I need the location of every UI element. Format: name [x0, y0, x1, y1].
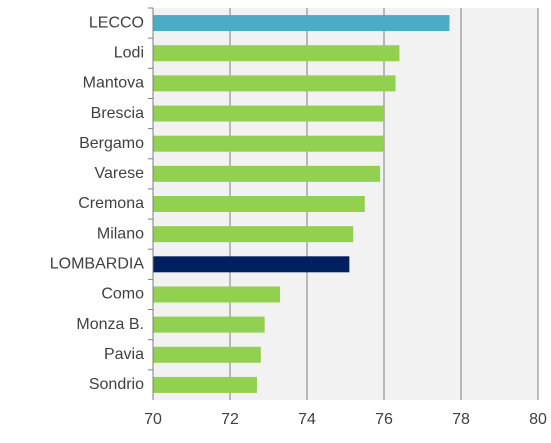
y-tick-label: Brescia — [91, 105, 144, 122]
bar — [153, 256, 350, 273]
bar — [153, 346, 261, 363]
bar — [153, 15, 450, 32]
x-tick-label: 70 — [144, 411, 162, 428]
bar — [153, 196, 365, 212]
y-tick-label: Lodi — [114, 44, 144, 61]
x-tick-label: 72 — [221, 411, 239, 428]
y-tick-label: Como — [101, 286, 144, 303]
bar — [153, 45, 400, 62]
bar — [153, 75, 396, 92]
y-tick-label: Monza B. — [76, 316, 144, 333]
y-tick-label: Cremona — [78, 195, 144, 212]
y-tick-label: Sondrio — [89, 376, 144, 393]
x-tick-label: 74 — [298, 411, 316, 428]
y-tick-label: Varese — [94, 165, 144, 182]
y-tick-label: Pavia — [104, 346, 144, 363]
bar — [153, 226, 354, 243]
bar — [153, 316, 265, 333]
bar — [153, 286, 281, 303]
y-tick-label: LOMBARDIA — [50, 256, 145, 273]
x-tick-label: 80 — [529, 411, 547, 428]
x-tick-label: 76 — [375, 411, 393, 428]
bar — [153, 165, 381, 182]
y-tick-label: LECCO — [89, 14, 144, 31]
bar — [153, 135, 384, 152]
y-tick-label: Milano — [97, 225, 144, 242]
x-tick-label: 78 — [452, 411, 470, 428]
y-tick-label: Mantova — [83, 75, 144, 92]
y-tick-label: Bergamo — [79, 135, 144, 152]
bar — [153, 376, 257, 393]
bar — [153, 105, 384, 122]
